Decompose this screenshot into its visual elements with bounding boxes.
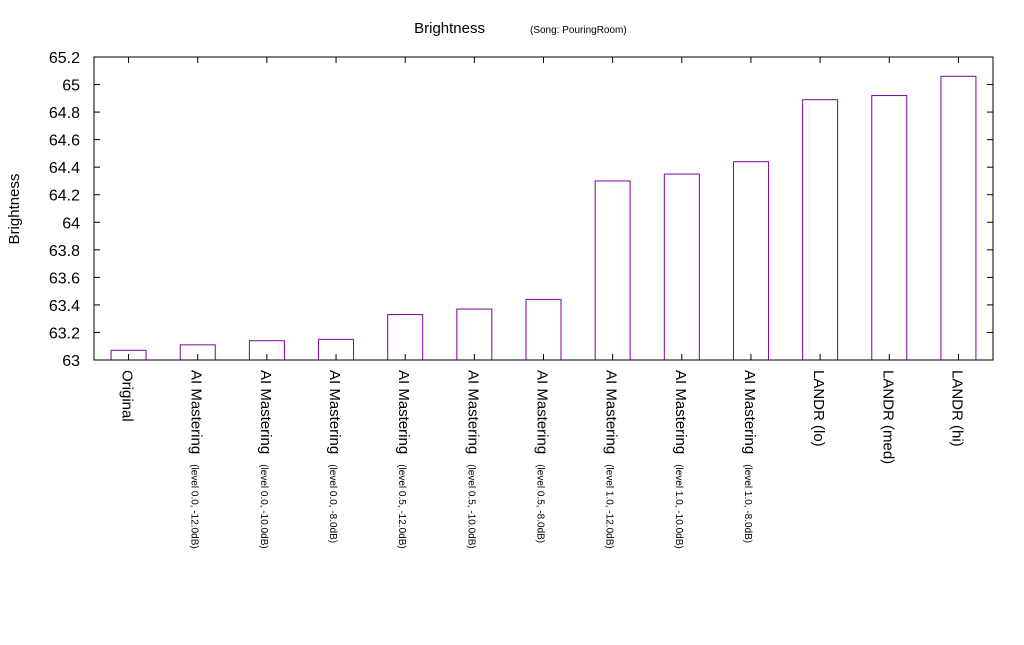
x-tick-label-sub: (level 0.5, -12.0dB) xyxy=(396,464,407,549)
x-tick-label-main: AI Mastering xyxy=(741,370,758,454)
x-tick-label-sub: (level 1.0, -8.0dB) xyxy=(742,464,753,543)
plot-area-border xyxy=(93,56,994,361)
x-tick-label-main: AI Mastering xyxy=(326,370,343,454)
x-tick-label-main: Original xyxy=(119,370,136,422)
bar xyxy=(594,180,631,361)
y-tick-label: 63.4 xyxy=(49,298,80,315)
bar xyxy=(456,308,493,361)
x-tick-label-sub: (level 1.0, -12.0dB) xyxy=(604,464,615,549)
chart-title-text: Brightness xyxy=(414,20,485,37)
x-tick-label: LANDR (lo) xyxy=(810,370,827,447)
x-tick-label-main: LANDR (med) xyxy=(879,370,896,464)
x-tick-label-sub: (level 0.0, -10.0dB) xyxy=(258,464,269,549)
y-axis-label: Brightness xyxy=(6,174,23,245)
y-tick-label: 64.8 xyxy=(49,105,80,122)
x-tick-label-main: LANDR (lo) xyxy=(810,370,827,447)
y-tick-label: 63.2 xyxy=(49,325,80,342)
bar xyxy=(663,173,700,361)
bar xyxy=(525,298,562,361)
y-tick-label: 65.2 xyxy=(49,50,80,67)
y-tick-label: 64.2 xyxy=(49,188,80,205)
x-tick-label: AI Mastering (level 0.0, -8.0dB) xyxy=(326,370,343,543)
bar xyxy=(940,75,977,361)
x-tick-label-sub: (level 0.5, -8.0dB) xyxy=(535,464,546,543)
x-tick-label-main: AI Mastering xyxy=(603,370,620,454)
x-tick-label: AI Mastering (level 0.5, -8.0dB) xyxy=(534,370,551,543)
x-tick-label-main: AI Mastering xyxy=(395,370,412,454)
x-tick-label-sub: (level 1.0, -10.0dB) xyxy=(673,464,684,549)
bar xyxy=(732,161,769,361)
y-tick-label: 63.6 xyxy=(49,270,80,287)
x-tick-label: AI Mastering (level 1.0, -8.0dB) xyxy=(741,370,758,543)
y-tick-label: 63.8 xyxy=(49,243,80,260)
x-tick-label: LANDR (med) xyxy=(879,370,896,464)
y-tick-label: 63 xyxy=(62,353,80,370)
x-axis-labels: Original AI Mastering (level 0.0, -12.0dB)… xyxy=(119,370,966,549)
x-tick-label-sub: (level 0.5, -10.0dB) xyxy=(465,464,476,549)
bars-group xyxy=(110,75,977,361)
x-tick-label: AI Mastering (level 0.5, -12.0dB) xyxy=(395,370,412,549)
x-tick-label-main: AI Mastering xyxy=(672,370,689,454)
y-tick-label: 64 xyxy=(62,215,80,232)
x-tick-label-main: AI Mastering xyxy=(464,370,481,454)
bar xyxy=(802,99,839,361)
y-axis-ticks: 63 63.2 63.4 63.6 63.8 64 64.2 64.4 64.6 64.8 65 65… xyxy=(49,50,993,370)
x-tick-label-main: LANDR (hi) xyxy=(948,370,965,447)
x-tick-label-main: AI Mastering xyxy=(534,370,551,454)
x-tick-label: AI Mastering (level 1.0, -10.0dB) xyxy=(672,370,689,549)
y-tick-label: 64.6 xyxy=(49,133,80,150)
x-tick-label: AI Mastering (level 0.5, -10.0dB) xyxy=(464,370,481,549)
y-tick-label: 65 xyxy=(62,78,80,95)
x-tick-label: AI Mastering (level 0.0, -10.0dB) xyxy=(257,370,274,549)
x-tick-label-main: AI Mastering xyxy=(257,370,274,454)
x-axis-ticks xyxy=(128,57,959,360)
chart-subtitle-text: (Song: PouringRoom) xyxy=(530,25,627,36)
chart-title: Brightness (Song: PouringRoom) xyxy=(414,20,627,37)
bar xyxy=(871,95,908,361)
x-tick-label: LANDR (hi) xyxy=(948,370,965,447)
bar xyxy=(387,314,424,361)
x-tick-label: AI Mastering (level 0.0, -12.0dB) xyxy=(188,370,205,549)
y-tick-label: 64.4 xyxy=(49,160,80,177)
x-tick-label: AI Mastering (level 1.0, -12.0dB) xyxy=(603,370,620,549)
x-tick-label-main: AI Mastering xyxy=(188,370,205,454)
x-tick-label-sub: (level 0.0, -8.0dB) xyxy=(327,464,338,543)
x-tick-label-sub: (level 0.0, -12.0dB) xyxy=(189,464,200,549)
x-tick-label: Original xyxy=(119,370,136,422)
